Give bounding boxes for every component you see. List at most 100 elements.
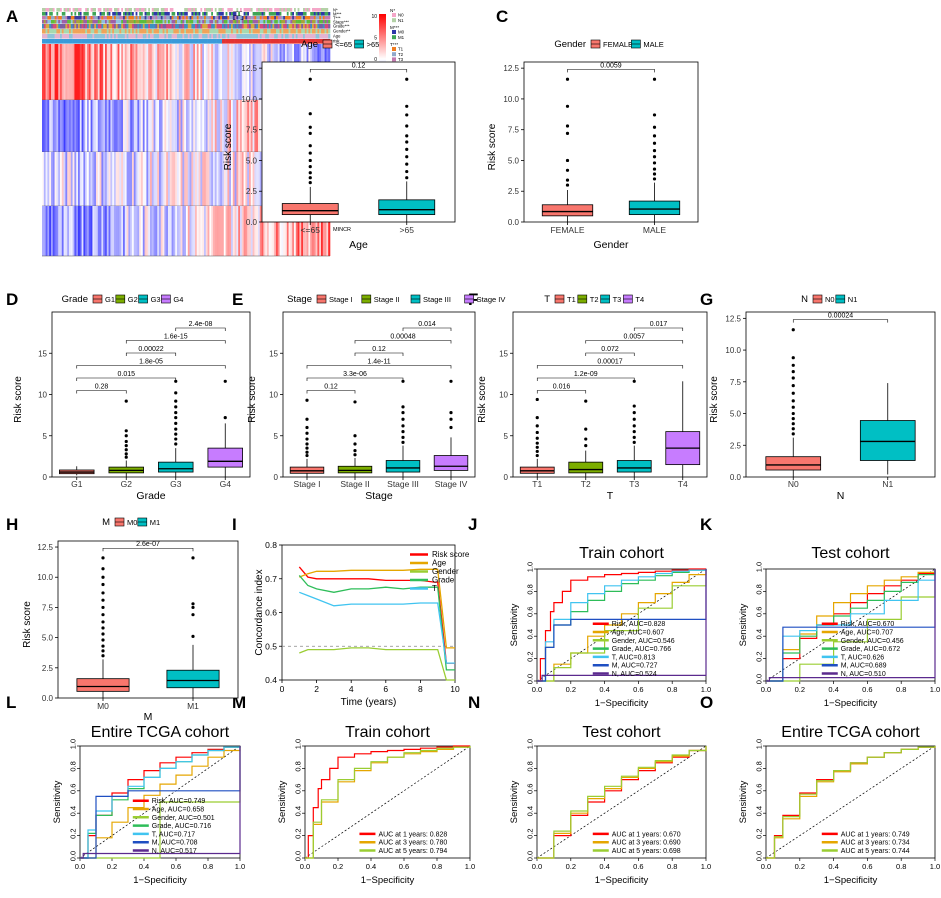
annotation-cell xyxy=(288,20,291,24)
annotation-cell xyxy=(184,39,187,44)
annotation-cell xyxy=(213,39,216,44)
heatmap-cell xyxy=(209,44,212,100)
annotation-cell xyxy=(76,29,79,34)
annotation-cell xyxy=(288,39,291,44)
y-tick-label: 0.0 xyxy=(755,851,764,861)
annotation-cell xyxy=(87,8,90,12)
heatmap-cell xyxy=(196,100,199,152)
annotation-cell xyxy=(65,8,68,12)
annotation-cell xyxy=(76,20,79,24)
outlier-point xyxy=(124,452,128,456)
heatmap-cell xyxy=(76,44,79,100)
legend-label: N1 xyxy=(398,18,404,23)
plot-frame xyxy=(523,61,699,223)
annotation-cell xyxy=(281,34,284,39)
annotation-cell xyxy=(315,16,318,20)
roc-curve xyxy=(80,746,241,859)
heatmap-cell xyxy=(90,44,93,100)
annotation-cell xyxy=(87,24,90,29)
panel-letter-g: G xyxy=(700,290,713,309)
outlier-point xyxy=(632,424,636,428)
annotation-cell xyxy=(200,8,203,12)
heatmap-cell xyxy=(83,152,86,206)
annotation-cell xyxy=(105,24,108,29)
outlier-point xyxy=(584,437,588,441)
heatmap-cell xyxy=(85,152,88,206)
annotation-cell xyxy=(193,20,196,24)
annotation-cell xyxy=(171,24,174,29)
outlier-point xyxy=(191,605,195,610)
annotation-cell xyxy=(290,24,293,29)
legend-label: Age xyxy=(432,559,447,568)
heatmap-cell xyxy=(146,44,149,100)
legend-label: M, AUC=0.708 xyxy=(152,840,198,847)
legend-label: T2 xyxy=(590,295,599,304)
annotation-cell xyxy=(290,16,293,20)
heatmap-cell xyxy=(250,206,253,256)
annotation-cell xyxy=(94,16,97,20)
heatmap-cell xyxy=(229,100,232,152)
heatmap-cell xyxy=(151,100,154,152)
annotation-cell xyxy=(168,39,171,44)
annotation-cell xyxy=(193,34,196,39)
annotation-cell xyxy=(211,29,214,34)
annotation-cell xyxy=(173,20,176,24)
annotation-cell xyxy=(114,12,117,16)
annotation-cell xyxy=(315,20,318,24)
y-axis-title: Sensitivity xyxy=(509,780,520,823)
y-tick-label: 0.8 xyxy=(755,584,764,594)
annotation-cell xyxy=(272,34,275,39)
y-tick-label: 0 xyxy=(43,473,48,482)
annotation-cell xyxy=(292,34,295,39)
heatmap-cell xyxy=(319,206,322,256)
comparison-pvalue: 0.072 xyxy=(601,346,619,353)
annotation-cell xyxy=(211,24,214,29)
annotation-cell xyxy=(277,34,280,39)
heatmap-cell xyxy=(189,152,192,206)
annotation-cell xyxy=(216,16,219,20)
heatmap-cell xyxy=(110,206,113,256)
annotation-cell xyxy=(187,16,190,20)
y-tick-label: 0.6 xyxy=(69,784,78,794)
annotation-cell xyxy=(121,39,124,44)
annotation-cell xyxy=(308,24,311,29)
heatmap-cell xyxy=(141,152,144,206)
annotation-cell xyxy=(211,8,214,12)
heatmap-cell xyxy=(108,100,111,152)
annotation-cell xyxy=(128,16,131,20)
heatmap-cell xyxy=(52,44,55,100)
heatmap-cell xyxy=(281,206,284,256)
y-axis-title: Concordance index xyxy=(254,569,265,655)
annotation-cell xyxy=(141,29,144,34)
annotation-cell xyxy=(267,24,270,29)
annotation-cell xyxy=(231,29,234,34)
heatmap-cell xyxy=(195,100,198,152)
outlier-point xyxy=(101,626,105,630)
annotation-cell xyxy=(96,34,99,39)
x-tick-label: Stage II xyxy=(340,479,369,489)
annotation-cell xyxy=(186,12,189,16)
chart-title: Test cohort xyxy=(582,724,661,741)
legend-label: Grade, AUC=0.672 xyxy=(841,646,900,653)
annotation-cell xyxy=(81,16,84,20)
annotation-cell xyxy=(198,20,201,24)
heatmap-cell xyxy=(186,44,189,100)
comparison-pvalue: 0.28 xyxy=(95,384,109,391)
outlier-point xyxy=(308,165,312,169)
annotation-cell xyxy=(132,16,135,20)
outlier-point xyxy=(535,416,539,420)
annotation-cell xyxy=(274,20,277,24)
heatmap-cell xyxy=(193,44,196,100)
annotation-cell xyxy=(144,20,147,24)
x-tick-label: 0.8 xyxy=(667,685,677,694)
heatmap-cell xyxy=(214,44,217,100)
annotation-cell xyxy=(249,29,252,34)
annotation-cell xyxy=(157,12,160,16)
heatmap-cell xyxy=(202,100,205,152)
heatmap-cell xyxy=(175,100,178,152)
annotation-cell xyxy=(124,34,127,39)
annotation-cell xyxy=(279,39,282,44)
heatmap-cell xyxy=(78,100,81,152)
annotation-cell xyxy=(65,24,68,29)
outlier-point xyxy=(791,411,795,416)
